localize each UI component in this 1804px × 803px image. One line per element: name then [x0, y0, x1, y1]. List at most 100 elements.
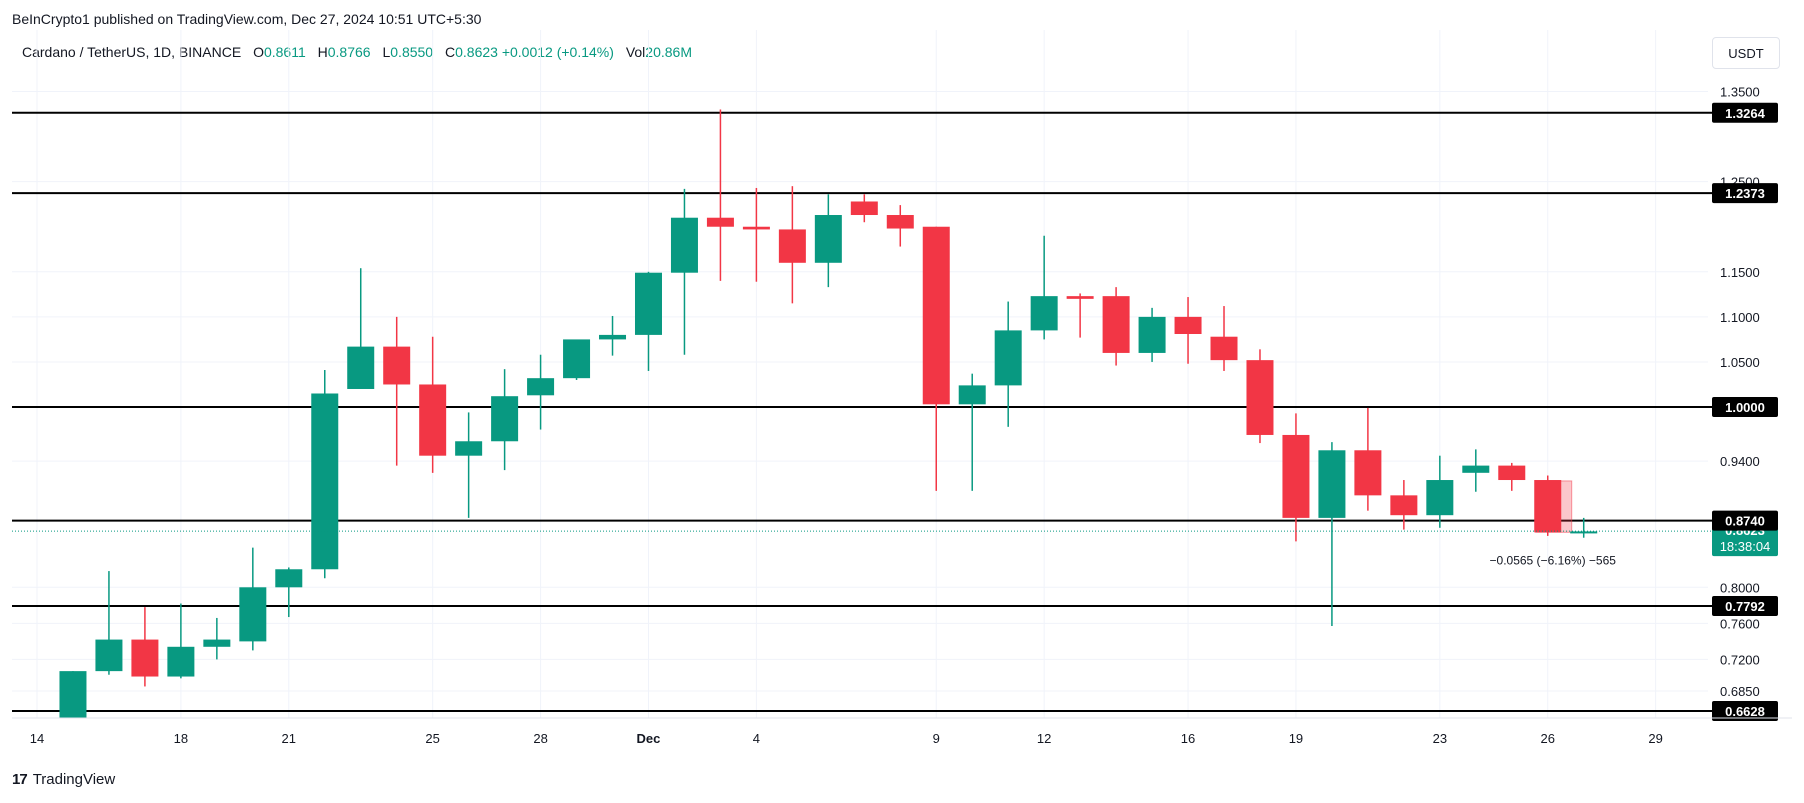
time-tick-label: 9 — [933, 731, 940, 746]
time-tick-label: 26 — [1541, 731, 1555, 746]
price-axis: 1.35001.25001.15001.10001.05000.94000.80… — [1712, 85, 1778, 721]
candle-up — [599, 334, 627, 340]
time-tick-label: 12 — [1037, 731, 1051, 746]
candle-up — [634, 272, 662, 335]
candle-up — [311, 393, 339, 570]
candle-down — [706, 217, 734, 227]
currency-button[interactable]: USDT — [1712, 37, 1780, 69]
time-tick-label: 28 — [533, 731, 547, 746]
price-tick-label: 0.8000 — [1720, 580, 1760, 595]
candle-down — [1498, 465, 1526, 481]
close-value: 0.8623 — [455, 44, 498, 60]
time-tick-label: 29 — [1648, 731, 1662, 746]
measure-label: −0.0565 (−6.16%) −565 — [1490, 553, 1617, 567]
candle-up — [1138, 316, 1166, 353]
time-tick-label: 16 — [1181, 731, 1195, 746]
candle-down — [1210, 336, 1238, 361]
candle-up — [1030, 296, 1058, 331]
change-value: +0.0012 (+0.14%) — [501, 44, 614, 60]
candle-down — [383, 346, 411, 385]
candle-up — [59, 671, 87, 718]
candles — [59, 109, 1598, 718]
candle-down — [1246, 360, 1274, 435]
candle-up — [1318, 450, 1346, 518]
time-tick-label: 18 — [174, 731, 188, 746]
candle-down — [922, 226, 950, 405]
published-by-text: BeInCrypto1 published on TradingView.com… — [12, 11, 482, 27]
price-tick-label: 0.9400 — [1720, 454, 1760, 469]
price-tick-label: 1.1000 — [1720, 310, 1760, 325]
candle-down — [1354, 450, 1382, 496]
candle-down — [1534, 480, 1562, 533]
level-price-tag — [1712, 700, 1778, 721]
price-tick-label: 0.6850 — [1720, 684, 1760, 699]
level-price-tag — [1712, 102, 1778, 123]
level-price-tag — [1712, 510, 1778, 531]
level-price-label: 1.3264 — [1725, 106, 1766, 121]
brand-name: TradingView — [32, 771, 116, 788]
level-price-tag — [1712, 596, 1778, 617]
symbol-legend: Cardano / TetherUS, 1D, BINANCE O0.8611 … — [22, 44, 692, 60]
symbol-name[interactable]: Cardano / TetherUS, 1D, BINANCE — [22, 44, 242, 60]
time-tick-label: 4 — [753, 731, 760, 746]
time-tick-label: Dec — [637, 731, 661, 746]
close-label: C — [444, 44, 456, 60]
level-price-label: 1.2373 — [1725, 186, 1765, 201]
candle-up — [203, 639, 231, 647]
candle-down — [1390, 495, 1418, 516]
candle-up — [994, 330, 1022, 386]
level-price-label: 0.7792 — [1725, 599, 1765, 614]
candle-down — [419, 384, 447, 456]
candle-up — [275, 569, 303, 588]
volume-value: 20.86M — [645, 44, 692, 60]
time-tick-label: 25 — [425, 731, 439, 746]
candle-up — [95, 639, 123, 672]
low-value: 0.8550 — [390, 44, 434, 60]
level-price-label: 0.8740 — [1725, 514, 1765, 529]
candle-up — [1462, 465, 1490, 473]
level-price-tag — [1712, 397, 1778, 418]
open-value: 0.8611 — [263, 44, 306, 60]
time-tick-label: 21 — [282, 731, 296, 746]
candle-up — [167, 646, 195, 677]
candle-down — [778, 229, 806, 263]
candle-down — [1282, 434, 1310, 518]
candle-up — [527, 378, 555, 396]
candle-up — [1570, 531, 1598, 534]
candle-down — [1066, 296, 1094, 299]
candle-countdown-label: 18:38:04 — [1720, 539, 1771, 554]
level-price-label: 0.6628 — [1725, 704, 1765, 719]
candle-down — [131, 639, 159, 677]
candle-down — [850, 201, 878, 216]
candle-up — [670, 217, 698, 273]
low-label: L — [382, 44, 391, 60]
candle-down — [1174, 316, 1202, 334]
time-axis: 14 18 21 25 28 Dec 4 9 12 16 19 23 26 29 — [12, 717, 1792, 746]
candle-up — [563, 339, 591, 379]
high-value: 0.8766 — [327, 44, 371, 60]
time-tick-label: 14 — [30, 731, 44, 746]
high-label: H — [317, 44, 328, 60]
volume-label: Vol — [625, 44, 646, 60]
candle-up — [958, 385, 986, 405]
tradingview-brand[interactable]: 17 TradingView — [12, 771, 115, 788]
candle-up — [1426, 480, 1454, 516]
price-tick-label: 1.3500 — [1720, 85, 1760, 100]
price-tick-label: 0.7600 — [1720, 616, 1760, 631]
candle-up — [814, 215, 842, 263]
price-tick-label: 1.0500 — [1720, 355, 1760, 370]
candle-up — [491, 396, 519, 442]
time-tick-label: 19 — [1289, 731, 1303, 746]
price-tick-label: 0.7200 — [1720, 652, 1760, 667]
candle-up — [455, 441, 483, 456]
candle-down — [1102, 296, 1130, 353]
level-price-label: 1.0000 — [1725, 400, 1765, 415]
time-tick-label: 23 — [1433, 731, 1447, 746]
grid-lines — [12, 30, 1708, 718]
candle-down — [742, 226, 770, 230]
tradingview-logo-icon: 17 — [12, 771, 28, 788]
support-resistance-levels — [12, 111, 1712, 712]
candle-up — [239, 587, 267, 642]
